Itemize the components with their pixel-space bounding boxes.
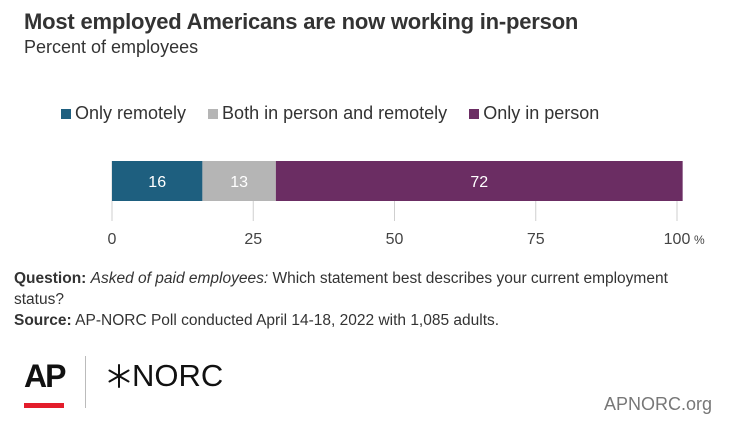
legend-label-only-remotely: Only remotely [75, 103, 187, 123]
legend-swatch-both [208, 108, 219, 119]
chart-subtitle: Percent of employees [24, 37, 199, 57]
source-note: Source: AP-NORC Poll conducted April 14-… [14, 310, 714, 331]
legend-item-only-remotely: Only remotely [61, 103, 186, 124]
data-label-2: 72 [470, 174, 488, 191]
chart-title: Most employed Americans are now working … [24, 9, 579, 34]
source-text: AP-NORC Poll conducted April 14-18, 2022… [75, 312, 500, 329]
bar-segment-2 [275, 161, 683, 201]
question-note: Question: Asked of paid employees: Which… [14, 268, 714, 310]
x-tick-label-100: 100 [664, 231, 691, 248]
norc-logo: NORC [106, 358, 223, 394]
x-tick-label-50: 50 [386, 231, 404, 248]
legend-item-both: Both in person and remotely [208, 103, 447, 124]
legend-label-only-in-person: Only in person [483, 103, 600, 123]
data-label-1: 13 [230, 174, 248, 191]
site-link: APNORC.org [603, 394, 712, 414]
source-label: Source: [14, 312, 72, 329]
legend-swatch-only-remotely [61, 108, 71, 119]
bar-segment-1 [202, 161, 276, 201]
x-tick-label-75: 75 [527, 231, 545, 248]
x-tick-label-25: 25 [244, 231, 262, 248]
x-tick-label-0: 0 [108, 231, 117, 248]
legend: Only remotely Both in person and remotel… [61, 103, 621, 124]
legend-swatch-only-in-person [469, 108, 480, 119]
legend-label-both: Both in person and remotely [222, 103, 448, 123]
x-axis-unit: % [694, 233, 705, 247]
question-text: Which statement best describes your curr… [14, 270, 668, 308]
ap-logo-underline [24, 403, 64, 408]
norc-logo-text: NORC [132, 358, 224, 393]
bar-segment-0 [112, 161, 203, 201]
question-label: Question: [14, 270, 87, 287]
norc-star-icon [108, 364, 130, 388]
stacked-bar-chart: 16 13 72 0 25 50 75 100% [108, 161, 705, 248]
ap-logo: AP [24, 358, 66, 394]
chart-notes: Question: Asked of paid employees: Which… [14, 268, 714, 331]
data-label-0: 16 [148, 174, 166, 191]
logo-divider [85, 356, 86, 408]
question-italic: Asked of paid employees: [90, 270, 269, 287]
legend-item-only-in-person: Only in person [469, 103, 599, 124]
